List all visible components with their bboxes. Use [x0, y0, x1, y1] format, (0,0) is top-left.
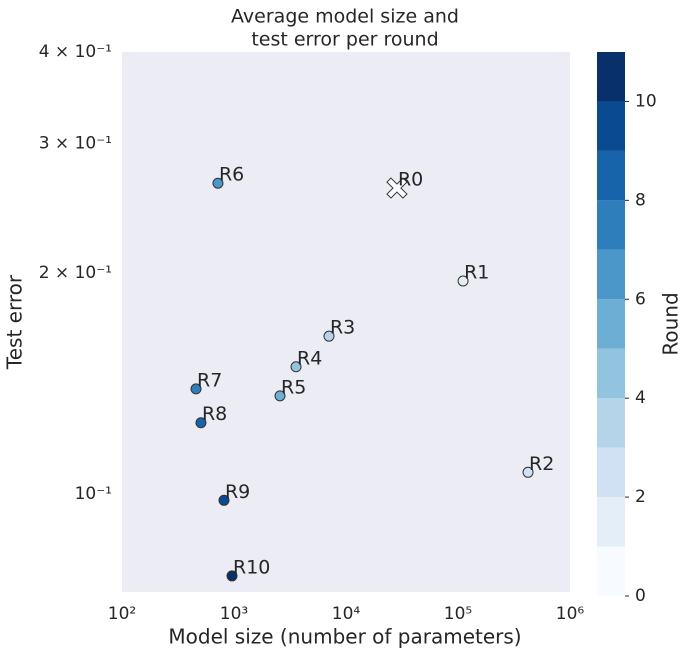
- point: [195, 417, 207, 429]
- chart-title: Average model size and: [231, 6, 459, 28]
- point-label: R6: [219, 164, 244, 186]
- colorbar-segment: [597, 348, 625, 399]
- point: [386, 177, 408, 199]
- colorbar-segment: [597, 249, 625, 300]
- point-label: R5: [281, 376, 306, 398]
- colorbar-segment: [597, 398, 625, 448]
- x-tick-label: 10²: [108, 604, 136, 624]
- x-tick-label: 10⁵: [444, 604, 472, 624]
- point-label: R8: [202, 403, 227, 425]
- point-label: R0: [398, 169, 423, 191]
- x-tick-label: 10³: [220, 604, 248, 624]
- point-label: R9: [225, 481, 250, 503]
- colorbar-tick-label: 0: [635, 586, 646, 606]
- y-tick-label: 4 × 10⁻¹: [39, 42, 112, 62]
- y-tick-label: 3 × 10⁻¹: [39, 134, 112, 154]
- point: [274, 390, 286, 402]
- colorbar-tick-label: 4: [635, 388, 646, 408]
- point-label: R7: [197, 369, 222, 391]
- point: [190, 383, 202, 395]
- colorbar-tick-label: 6: [635, 289, 646, 309]
- colorbar-segment: [597, 101, 625, 151]
- colorbar-segment: [597, 447, 625, 498]
- point: [218, 494, 230, 506]
- point: [323, 330, 335, 342]
- point: [457, 275, 469, 287]
- point: [212, 177, 224, 189]
- point-label: R1: [464, 262, 489, 284]
- colorbar-label: Round: [659, 292, 683, 355]
- x-tick-label: 10⁶: [556, 604, 585, 624]
- point: [290, 361, 302, 373]
- point: [522, 466, 534, 478]
- colorbar-segment: [597, 497, 625, 547]
- x-tick-label: 10⁴: [332, 604, 361, 624]
- colorbar-segment: [597, 299, 625, 349]
- point-label: R3: [330, 317, 355, 339]
- colorbar-tick-label: 8: [635, 190, 646, 210]
- colorbar-segment: [597, 200, 625, 250]
- point-label: R4: [297, 347, 322, 369]
- colorbar-tick-label: 2: [635, 487, 646, 507]
- y-axis-label: Test error: [3, 274, 27, 370]
- colorbar-segment: [597, 52, 625, 102]
- chart-title: test error per round: [251, 29, 438, 51]
- plot-area: [122, 52, 570, 592]
- colorbar-segment: [597, 546, 625, 596]
- colorbar-segment: [597, 150, 625, 201]
- point: [226, 570, 238, 582]
- x-axis-label: Model size (number of parameters): [168, 625, 521, 649]
- colorbar-tick-label: 10: [635, 91, 657, 111]
- point-label: R2: [529, 453, 554, 475]
- y-tick-label: 10⁻¹: [75, 484, 112, 504]
- point-label: R10: [233, 556, 270, 578]
- y-tick-label: 2 × 10⁻¹: [39, 263, 112, 283]
